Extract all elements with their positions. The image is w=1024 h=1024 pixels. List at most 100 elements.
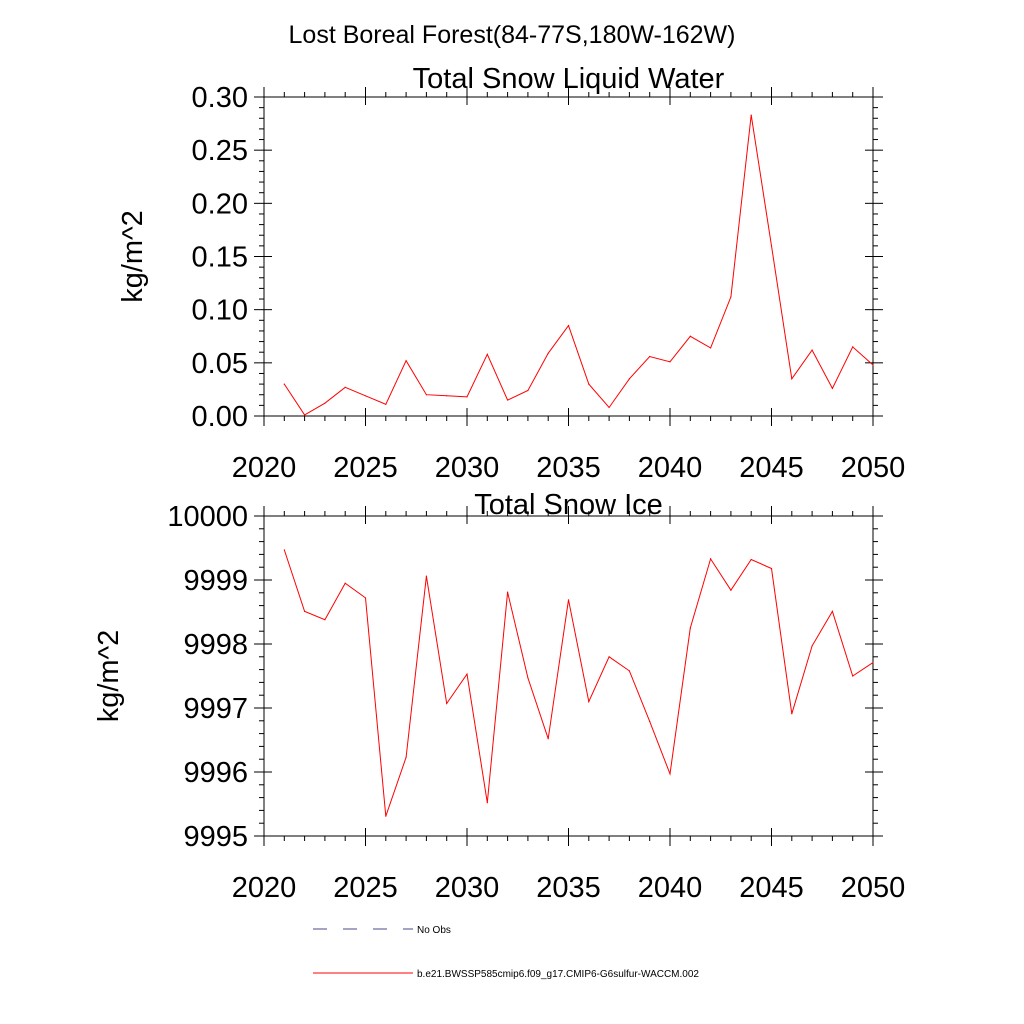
data-point — [283, 549, 285, 551]
data-point — [811, 645, 813, 647]
data-point — [689, 627, 691, 629]
x-tick-label: 2020 — [232, 872, 297, 904]
data-point — [750, 558, 752, 561]
x-tick-label: 2040 — [638, 452, 703, 484]
data-point — [547, 738, 549, 740]
data-point — [486, 353, 488, 355]
x-tick-label: 2035 — [536, 452, 601, 484]
data-point — [466, 396, 468, 398]
y-tick-label: 9995 — [183, 821, 248, 853]
data-point — [608, 406, 610, 409]
data-point — [304, 610, 306, 612]
data-point — [405, 360, 407, 362]
data-point — [324, 619, 326, 621]
data-point — [669, 773, 671, 775]
x-tick-label: 2050 — [841, 872, 906, 904]
data-point — [486, 802, 488, 804]
legend-label-model-run: b.e21.BWSSP585cmip6.f09_g17.CMIP6-G6sulf… — [417, 969, 699, 980]
x-tick-label: 2045 — [739, 452, 804, 484]
data-point — [344, 386, 346, 388]
plot-frame — [263, 96, 874, 417]
data-point — [710, 347, 712, 349]
data-point — [425, 575, 427, 577]
data-point — [385, 403, 387, 405]
data-point — [446, 395, 448, 397]
series-line — [283, 115, 874, 416]
data-point — [527, 389, 529, 392]
y-tick-label: 0.20 — [192, 188, 248, 220]
data-point — [364, 395, 367, 397]
data-point — [466, 673, 468, 675]
data-point — [791, 713, 793, 715]
data-point — [770, 567, 773, 570]
figure-title: Lost Boreal Forest(84-77S,180W-162W) — [289, 21, 736, 49]
data-point — [283, 383, 285, 385]
data-point — [628, 378, 631, 380]
plot-frame — [263, 515, 874, 837]
data-point — [649, 355, 651, 358]
data-point — [852, 675, 854, 677]
y-tick-label: 0.15 — [192, 242, 248, 274]
y-tick-label: 0.25 — [192, 135, 248, 167]
data-point — [425, 394, 427, 396]
y-tick-label: 9997 — [183, 693, 248, 725]
data-point — [750, 114, 752, 116]
legend: No Obs b.e21.BWSSP585cmip6.f09_g17.CMIP6… — [313, 925, 699, 980]
data-point — [324, 402, 326, 404]
data-point — [730, 589, 732, 591]
y-tick-label: 0.05 — [192, 348, 248, 380]
data-point — [446, 702, 448, 705]
data-point — [791, 378, 793, 380]
data-point — [649, 720, 651, 723]
data-point — [567, 599, 570, 601]
data-point — [872, 661, 874, 664]
x-tick-label: 2030 — [435, 872, 500, 904]
data-point — [689, 335, 691, 337]
data-point — [770, 245, 773, 247]
data-point — [547, 352, 549, 354]
data-point — [527, 677, 529, 679]
y-tick-label: 9999 — [183, 565, 248, 597]
data-point — [507, 591, 509, 593]
data-point — [405, 756, 407, 758]
data-point — [669, 361, 671, 363]
x-tick-label: 2020 — [232, 452, 297, 484]
x-tick-label: 2025 — [333, 452, 398, 484]
data-point — [872, 364, 874, 366]
data-point — [710, 558, 712, 560]
x-tick-label: 2030 — [435, 452, 500, 484]
legend-label-no-obs: No Obs — [417, 925, 451, 936]
data-point — [588, 383, 590, 385]
y-tick-label: 0.10 — [192, 295, 248, 327]
series-line — [283, 549, 874, 817]
y-tick-label: 9998 — [183, 629, 248, 661]
data-point — [304, 414, 306, 416]
data-point — [507, 399, 509, 401]
data-point — [567, 325, 570, 327]
x-tick-label: 2035 — [536, 872, 601, 904]
data-point — [385, 815, 387, 817]
y-tick-label: 0.00 — [192, 401, 248, 433]
x-tick-label: 2025 — [333, 872, 398, 904]
x-tick-label: 2050 — [841, 452, 906, 484]
data-point — [364, 597, 367, 599]
data-point — [811, 349, 813, 351]
data-point — [831, 387, 834, 389]
y-tick-label: 9996 — [183, 757, 248, 789]
data-point — [852, 346, 854, 348]
data-point — [608, 656, 610, 658]
y-tick-label: 10000 — [167, 501, 248, 533]
data-point — [831, 610, 834, 612]
x-tick-label: 2045 — [739, 872, 804, 904]
x-tick-label: 2040 — [638, 872, 703, 904]
data-point — [588, 701, 590, 703]
y-axis-label: kg/m^2 — [93, 630, 125, 723]
y-tick-label: 0.30 — [192, 82, 248, 114]
y-axis-label: kg/m^2 — [117, 210, 149, 303]
data-point — [628, 670, 631, 672]
data-point — [344, 582, 346, 584]
data-point — [730, 296, 732, 298]
